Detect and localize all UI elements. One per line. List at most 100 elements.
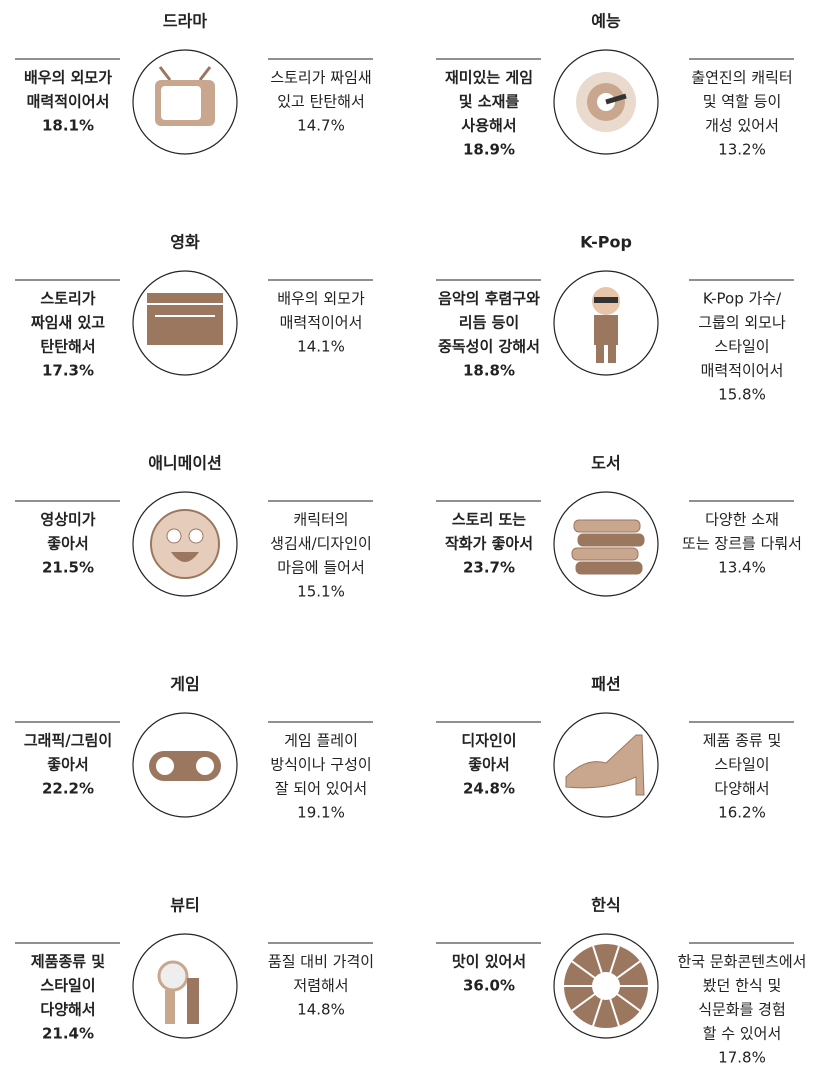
- reason-line: 스토리 또는: [452, 511, 526, 529]
- reason-line: 맛이 있어서: [452, 953, 526, 971]
- reason-line: 짜임새 있고: [31, 314, 105, 332]
- percent: 18.1%: [42, 117, 94, 135]
- reason-line: 다양해서: [40, 1001, 95, 1019]
- reason-line: 및 소재를: [459, 93, 520, 111]
- reason-line: 매력적이어서: [701, 362, 784, 380]
- icon-part: [575, 561, 643, 575]
- icon-part: [571, 547, 639, 561]
- icon-part: [565, 734, 645, 796]
- reason-line: 있고 탄탄해서: [277, 93, 365, 111]
- icon: [157, 960, 199, 1024]
- reason-line: 스토리가: [40, 290, 95, 308]
- reason-line: 재미있는 게임: [445, 69, 533, 87]
- icon-part: [158, 66, 172, 81]
- reason-line: 디자인이: [461, 732, 516, 750]
- reason-line: 개성 있어서: [705, 117, 779, 135]
- percent: 16.2%: [718, 804, 766, 822]
- icon-part: [605, 93, 627, 105]
- reason-line: 배우의 외모가: [277, 290, 365, 308]
- reason-line: 방식이나 구성이: [270, 756, 371, 774]
- icon: [576, 72, 636, 132]
- icon-part: [155, 315, 215, 317]
- percent: 21.5%: [42, 559, 94, 577]
- panel-title: 한식: [591, 896, 620, 915]
- icon-part: [161, 86, 201, 120]
- reason-line: 다양해서: [714, 780, 769, 798]
- reason-line: 및 역할 등이: [703, 93, 782, 111]
- icon-part: [166, 528, 182, 544]
- icon: [565, 734, 645, 796]
- reason-line: 생김새/디자인이: [270, 535, 372, 553]
- reason-line: 스토리가 짜임새: [270, 69, 371, 87]
- reason-line: 배우의 외모가: [24, 69, 112, 87]
- icon-part: [196, 757, 214, 775]
- percent: 14.8%: [297, 1001, 345, 1019]
- percent: 14.7%: [297, 117, 345, 135]
- icon-part: [188, 528, 204, 544]
- reason-line: 제품 종류 및: [703, 732, 782, 750]
- reason-line: 출연진의 캐릭터: [691, 69, 792, 87]
- panel-title: 게임: [170, 675, 199, 694]
- icon-part: [157, 960, 189, 992]
- icon-part: [573, 519, 641, 533]
- reason-line: 품질 대비 가격이: [268, 953, 374, 971]
- percent: 23.7%: [463, 559, 515, 577]
- reason-line: 리듬 등이: [459, 314, 519, 332]
- icon-part: [592, 972, 620, 1000]
- percent: 18.9%: [463, 141, 515, 159]
- icon-part: [150, 509, 220, 579]
- icon-part: [156, 757, 174, 775]
- percent: 15.1%: [297, 583, 345, 601]
- percent: 24.8%: [463, 780, 515, 798]
- reason-line: 캐릭터의: [293, 511, 348, 529]
- icon-part: [187, 978, 199, 1024]
- reason-line: 스타일이: [40, 977, 95, 995]
- icon-part: [594, 297, 618, 303]
- reason-line: 할 수 있어서: [703, 1025, 782, 1043]
- panel-title: 애니메이션: [148, 454, 222, 473]
- panel-title: 패션: [591, 675, 620, 694]
- icon-part: [596, 345, 604, 363]
- icon-part: [577, 533, 645, 547]
- icon: [155, 66, 215, 126]
- reason-line: 좋아서: [468, 756, 509, 774]
- percent: 19.1%: [297, 804, 345, 822]
- reason-line: 음악의 후렴구와: [438, 290, 540, 308]
- reason-line: 다양한 소재: [705, 511, 779, 529]
- percent: 13.4%: [718, 559, 766, 577]
- reason-line: 영상미가: [40, 511, 95, 529]
- reason-line: 스타일이: [714, 338, 769, 356]
- percent: 13.2%: [718, 141, 766, 159]
- reason-line: 또는 장르를 다뤄서: [682, 535, 802, 553]
- panel-title: 영화: [170, 233, 200, 252]
- reason-line: 그룹의 외모나: [698, 314, 786, 332]
- reason-line: 스타일이: [714, 756, 769, 774]
- panel-title: 드라마: [163, 12, 207, 31]
- icon-part: [594, 315, 618, 345]
- icon: [149, 751, 221, 781]
- percent: 36.0%: [463, 977, 515, 995]
- reason-line: 탄탄해서: [40, 338, 95, 356]
- icon-circle: [132, 933, 238, 1039]
- icon-part: [165, 990, 175, 1024]
- reason-line: 잘 되어 있어서: [275, 780, 367, 798]
- panel-title: 도서: [591, 454, 620, 473]
- icon: [564, 944, 648, 1028]
- reason-line: 봤던 한식 및: [703, 977, 782, 995]
- percent: 14.1%: [297, 338, 345, 356]
- reason-line: 좋아서: [47, 756, 88, 774]
- icon: [150, 509, 220, 579]
- percent: 17.8%: [718, 1049, 766, 1067]
- icon: [592, 287, 620, 363]
- reason-line: 매력적이어서: [280, 314, 363, 332]
- reason-line: K-Pop 가수/: [703, 290, 782, 308]
- reason-line: 식문화를 경험: [698, 1001, 786, 1019]
- icon-part: [171, 552, 199, 562]
